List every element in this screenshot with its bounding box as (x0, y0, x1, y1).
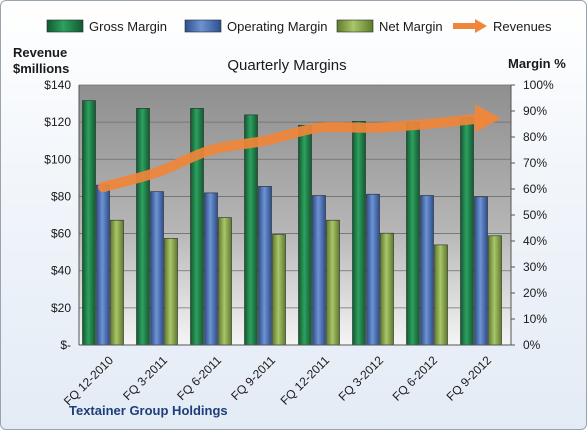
operating-margin-bar (258, 186, 272, 346)
gross-margin-bar (82, 100, 96, 346)
right-tick-label: 10% (523, 312, 547, 326)
gross-margin-bar (352, 121, 366, 346)
operating-margin-bar (312, 195, 326, 346)
left-tick-label: $140 (44, 78, 71, 92)
legend-swatch-gross-margin (46, 19, 84, 33)
operating-margin-bar (474, 196, 488, 346)
left-tick-label: $100 (44, 152, 71, 166)
revenues-line (98, 113, 486, 193)
net-margin-bar (380, 232, 394, 346)
right-tick-label: 80% (523, 130, 547, 144)
category-label: FQ 9-2011 (228, 353, 278, 403)
operating-margin-bar (420, 195, 434, 346)
net-margin-bar (218, 217, 232, 346)
legend-label: Net Margin (379, 19, 443, 34)
right-tick-label: 100% (523, 78, 554, 92)
legend-label: Operating Margin (227, 19, 327, 34)
gross-margin-bar (190, 108, 204, 346)
gross-margin-bar (406, 122, 420, 346)
chart-title: Quarterly Margins (227, 57, 346, 74)
operating-margin-bar (96, 184, 110, 346)
net-margin-bar (434, 244, 448, 346)
gross-margin-bar (244, 114, 258, 346)
right-axis-title: Margin % (508, 56, 566, 71)
right-tick-label: 50% (523, 208, 547, 222)
right-tick-label: 60% (523, 182, 547, 196)
legend-swatch-operating-margin (184, 19, 222, 33)
left-tick-label: $- (60, 338, 71, 352)
left-tick-label: $60 (51, 227, 71, 241)
company-name: Textainer Group Holdings (69, 403, 228, 418)
net-margin-bar (164, 238, 178, 346)
left-axis-title-line2: $millions (13, 61, 69, 76)
legend: Gross Margin Operating Margin Net Margin Re… (46, 19, 552, 34)
right-tick-label: 40% (523, 234, 547, 248)
revenue-layer (98, 104, 501, 193)
left-tick-label: $120 (44, 115, 71, 129)
right-tick-label: 70% (523, 156, 547, 170)
gross-margin-bar (298, 125, 312, 346)
net-margin-bar (272, 234, 286, 346)
category-label: FQ 3-2011 (120, 353, 170, 403)
net-margin-bar (110, 219, 124, 346)
left-axis-title-line1: Revenue (13, 45, 67, 60)
net-margin-bar (488, 235, 502, 346)
legend-label: Gross Margin (89, 19, 167, 34)
right-tick-label: 30% (523, 260, 547, 274)
category-label: FQ 6-2012 (390, 353, 441, 404)
category-label: FQ 12-2010 (61, 353, 116, 408)
category-label: FQ 12-2011 (278, 353, 333, 408)
left-tick-label: $40 (51, 264, 71, 278)
category-label: FQ 3-2012 (336, 353, 387, 404)
legend-swatch-net-margin (336, 19, 374, 33)
right-tick-label: 20% (523, 286, 547, 300)
category-label: FQ 6-2011 (174, 353, 224, 403)
net-margin-bar (326, 219, 340, 346)
right-tick-label: 90% (523, 104, 547, 118)
left-tick-label: $80 (51, 189, 71, 203)
operating-margin-bar (150, 191, 164, 346)
legend-arrow-revenues (475, 19, 487, 33)
category-label: FQ 9-2012 (444, 353, 495, 404)
operating-margin-bar (366, 193, 380, 346)
revenues-arrowhead (475, 104, 501, 133)
left-tick-label: $20 (51, 301, 71, 315)
operating-margin-bar (204, 192, 218, 346)
gross-margin-bar (136, 108, 150, 346)
gross-margin-bar (460, 117, 474, 346)
legend-label: Revenues (493, 19, 552, 34)
right-tick-label: 0% (523, 338, 541, 352)
